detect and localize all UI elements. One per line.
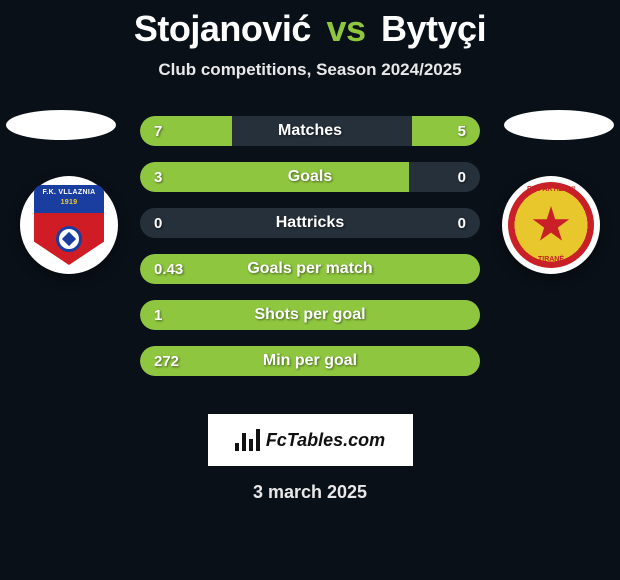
stat-row: 0.43Goals per match	[140, 254, 480, 284]
player1-name: Stojanović	[134, 8, 311, 49]
partizani-text-bot: TIRANË	[508, 256, 594, 263]
partizani-badge-icon: FK PARTIZANI TIRANË	[508, 182, 594, 268]
stat-label: Hattricks	[140, 214, 480, 232]
subtitle: Club competitions, Season 2024/2025	[0, 60, 620, 80]
partizani-star-icon	[532, 206, 570, 244]
vllaznia-shield-icon: F.K. VLLAZNIA 1919	[34, 185, 104, 265]
shield-year: 1919	[34, 198, 104, 208]
shield-text: F.K. VLLAZNIA	[43, 189, 96, 196]
vs-separator: vs	[326, 8, 365, 49]
bar-chart-icon	[235, 429, 260, 451]
stat-label: Matches	[140, 122, 480, 140]
shield-bottom	[34, 213, 104, 265]
team-badge-left: F.K. VLLAZNIA 1919	[20, 176, 118, 274]
stat-label: Min per goal	[140, 352, 480, 370]
stat-row: 1Shots per goal	[140, 300, 480, 330]
shield-top: F.K. VLLAZNIA 1919	[34, 185, 104, 213]
brand-box: FcTables.com	[208, 414, 413, 466]
brand-text: FcTables.com	[266, 430, 385, 451]
stat-label: Goals	[140, 168, 480, 186]
player2-name: Bytyçi	[381, 8, 486, 49]
stat-label: Goals per match	[140, 260, 480, 278]
stat-label: Shots per goal	[140, 306, 480, 324]
shield-ball-icon	[56, 226, 82, 252]
comparison-stage: F.K. VLLAZNIA 1919 FK PARTIZANI TIRANË 7…	[0, 110, 620, 410]
stat-row: 272Min per goal	[140, 346, 480, 376]
page-title: Stojanović vs Bytyçi	[0, 0, 620, 50]
perspective-ellipse-left	[6, 110, 116, 140]
team-badge-right: FK PARTIZANI TIRANË	[502, 176, 600, 274]
partizani-text-top: FK PARTIZANI	[508, 186, 594, 193]
footer-date: 3 march 2025	[0, 482, 620, 503]
stat-row: 30Goals	[140, 162, 480, 192]
stat-row: 75Matches	[140, 116, 480, 146]
perspective-ellipse-right	[504, 110, 614, 140]
stat-row: 00Hattricks	[140, 208, 480, 238]
stat-bars-container: 75Matches 30Goals 00Hattricks 0.43Goals per…	[140, 116, 480, 376]
